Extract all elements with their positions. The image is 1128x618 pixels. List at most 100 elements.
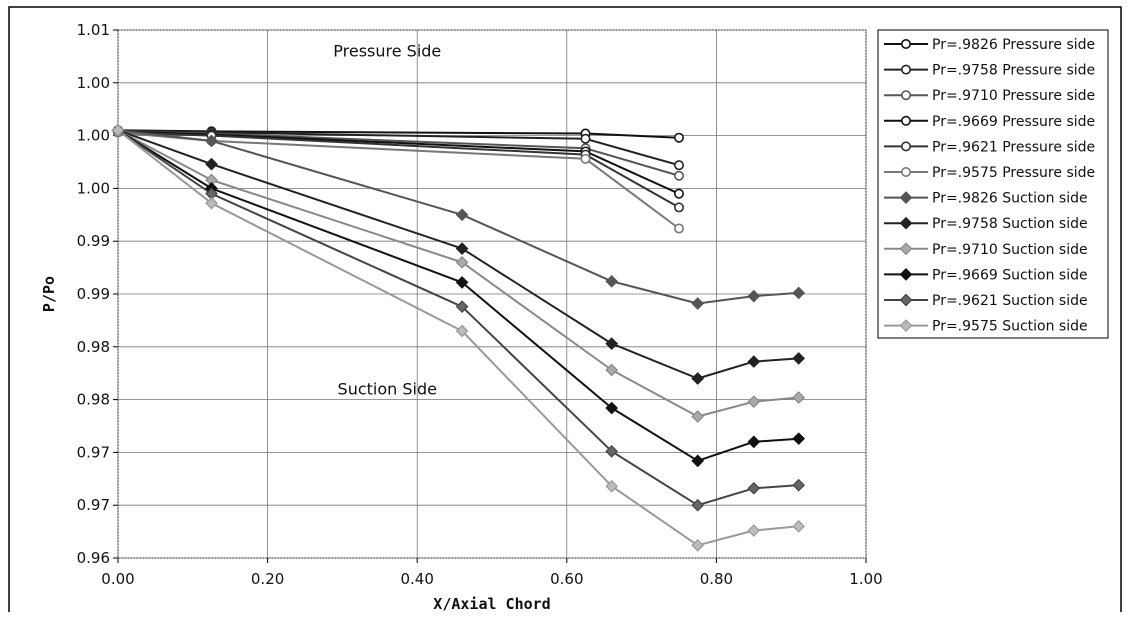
- data-point-s11-4: [605, 444, 619, 458]
- x-tick-label: 0.40: [400, 570, 433, 588]
- data-point-s12-3: [455, 324, 469, 338]
- y-tick-label: 1.00: [77, 74, 110, 92]
- legend-swatch-marker: [900, 38, 911, 49]
- annotation-pressure-side: Pressure Side: [333, 41, 441, 60]
- data-point-s11-7: [792, 478, 806, 492]
- series-line-4: [117, 130, 680, 195]
- data-point-s12-4: [605, 479, 619, 493]
- legend-swatch-marker: [899, 319, 913, 332]
- y-tick-label: 0.99: [77, 232, 110, 250]
- data-point-s2-4: [673, 160, 684, 171]
- data-point-s11-3: [455, 300, 469, 314]
- data-point-s9-4: [605, 363, 619, 377]
- y-axis-title: P/Po: [40, 276, 58, 312]
- annotation-suction-side: Suction Side: [338, 379, 437, 398]
- data-point-s10-3: [455, 276, 469, 289]
- legend-swatch-marker: [900, 141, 911, 152]
- legend-label: Pr=.9575 Pressure side: [932, 165, 1095, 181]
- legend-label: Pr=.9669 Pressure side: [932, 114, 1095, 130]
- legend-label: Pr=.9710 Suction side: [932, 242, 1088, 258]
- data-point-s7-4: [605, 274, 619, 288]
- series-line-6: [117, 131, 680, 230]
- y-tick-label: 0.99: [77, 285, 110, 303]
- legend: Pr=.9826 Pressure side Pr=.9758 Pressure …: [884, 37, 1095, 335]
- data-point-s7-5: [691, 297, 705, 310]
- data-point-s8-2: [205, 157, 218, 171]
- series-line-5: [117, 131, 680, 209]
- data-point-s12-5: [691, 538, 705, 552]
- data-point-s1-4: [673, 132, 684, 143]
- x-tick-label: 0.20: [251, 570, 284, 588]
- legend-swatch-marker: [900, 90, 911, 101]
- data-point-s12-6: [747, 524, 761, 537]
- data-point-s11-5: [691, 498, 705, 512]
- outer-frame: [8, 6, 1122, 612]
- legend-label: Pr=.9621 Suction side: [932, 293, 1088, 309]
- x-tick-label: 0.80: [700, 570, 733, 588]
- legend-swatch-marker: [899, 293, 913, 307]
- legend-label: Pr=.9758 Suction side: [932, 216, 1088, 232]
- legend-swatch-marker: [899, 268, 913, 281]
- x-tick-label: 0.00: [101, 570, 134, 588]
- data-point-s6-3: [580, 153, 591, 164]
- grid-lines: [117, 29, 867, 559]
- data-point-s7-3: [455, 208, 469, 222]
- data-point-s10-6: [747, 435, 761, 449]
- legend-swatch-marker: [899, 191, 913, 204]
- data-point-s9-6: [747, 395, 761, 409]
- data-point-s6-4: [673, 223, 684, 234]
- data-point-s9-3: [455, 255, 469, 269]
- y-tick-label: 1.01: [77, 21, 110, 39]
- legend-swatch-marker: [900, 115, 911, 126]
- y-tick-label: 0.97: [77, 496, 110, 514]
- marker-layer: [111, 123, 806, 552]
- data-point-s8-3: [455, 242, 469, 255]
- data-point-s7-7: [792, 286, 806, 300]
- data-point-s7-2: [205, 134, 218, 148]
- y-tick-label: 0.98: [77, 338, 110, 356]
- legend-box: [877, 29, 1109, 339]
- data-point-s10-5: [691, 454, 705, 468]
- data-point-s10-4: [605, 401, 619, 415]
- data-point-s7-6: [747, 289, 761, 303]
- data-point-s12-1: [111, 123, 125, 137]
- data-point-s8-5: [691, 372, 705, 385]
- data-point-s9-5: [691, 410, 705, 423]
- series-line-2: [117, 129, 680, 167]
- legend-label: Pr=.9669 Suction side: [932, 267, 1088, 283]
- data-point-s8-7: [792, 352, 806, 365]
- legend-label: Pr=.9826 Pressure side: [932, 37, 1095, 53]
- data-point-s9-7: [792, 391, 806, 404]
- data-point-s8-4: [605, 337, 619, 350]
- legend-label: Pr=.9758 Pressure side: [932, 63, 1095, 79]
- y-tick-label: 0.98: [77, 391, 110, 409]
- x-tick-label: 1.00: [849, 570, 882, 588]
- data-point-s3-4: [673, 170, 684, 181]
- data-point-s11-6: [747, 481, 761, 495]
- legend-label: Pr=.9575 Suction side: [932, 319, 1088, 335]
- legend-label: Pr=.9710 Pressure side: [932, 88, 1095, 104]
- data-point-s12-2: [205, 196, 218, 210]
- x-tick-label: 0.60: [550, 570, 583, 588]
- legend-swatch-marker: [899, 216, 913, 230]
- data-point-s5-4: [673, 202, 684, 213]
- y-tick-label: 0.96: [77, 549, 110, 567]
- data-point-s8-6: [747, 355, 761, 368]
- axis-ticks: 0.96 0.97 0.97 0.98 0.98 0.99 0.99 1.00 1.00 1.00…: [77, 21, 883, 588]
- y-tick-label: 1.00: [77, 179, 110, 197]
- y-tick-label: 1.00: [77, 127, 110, 145]
- legend-swatch-marker: [900, 167, 911, 178]
- legend-label: Pr=.9826 Suction side: [932, 191, 1088, 207]
- data-point-s10-7: [792, 432, 806, 446]
- legend-label: Pr=.9621 Pressure side: [932, 139, 1095, 155]
- y-tick-label: 0.97: [77, 443, 110, 461]
- data-point-s12-7: [792, 519, 806, 533]
- data-point-s2-3: [580, 133, 591, 144]
- legend-swatch-marker: [899, 242, 913, 256]
- plot-border: [117, 29, 867, 559]
- x-axis-title: X/Axial Chord: [433, 595, 550, 613]
- legend-swatch-marker: [900, 64, 911, 75]
- data-point-s4-4: [673, 188, 684, 199]
